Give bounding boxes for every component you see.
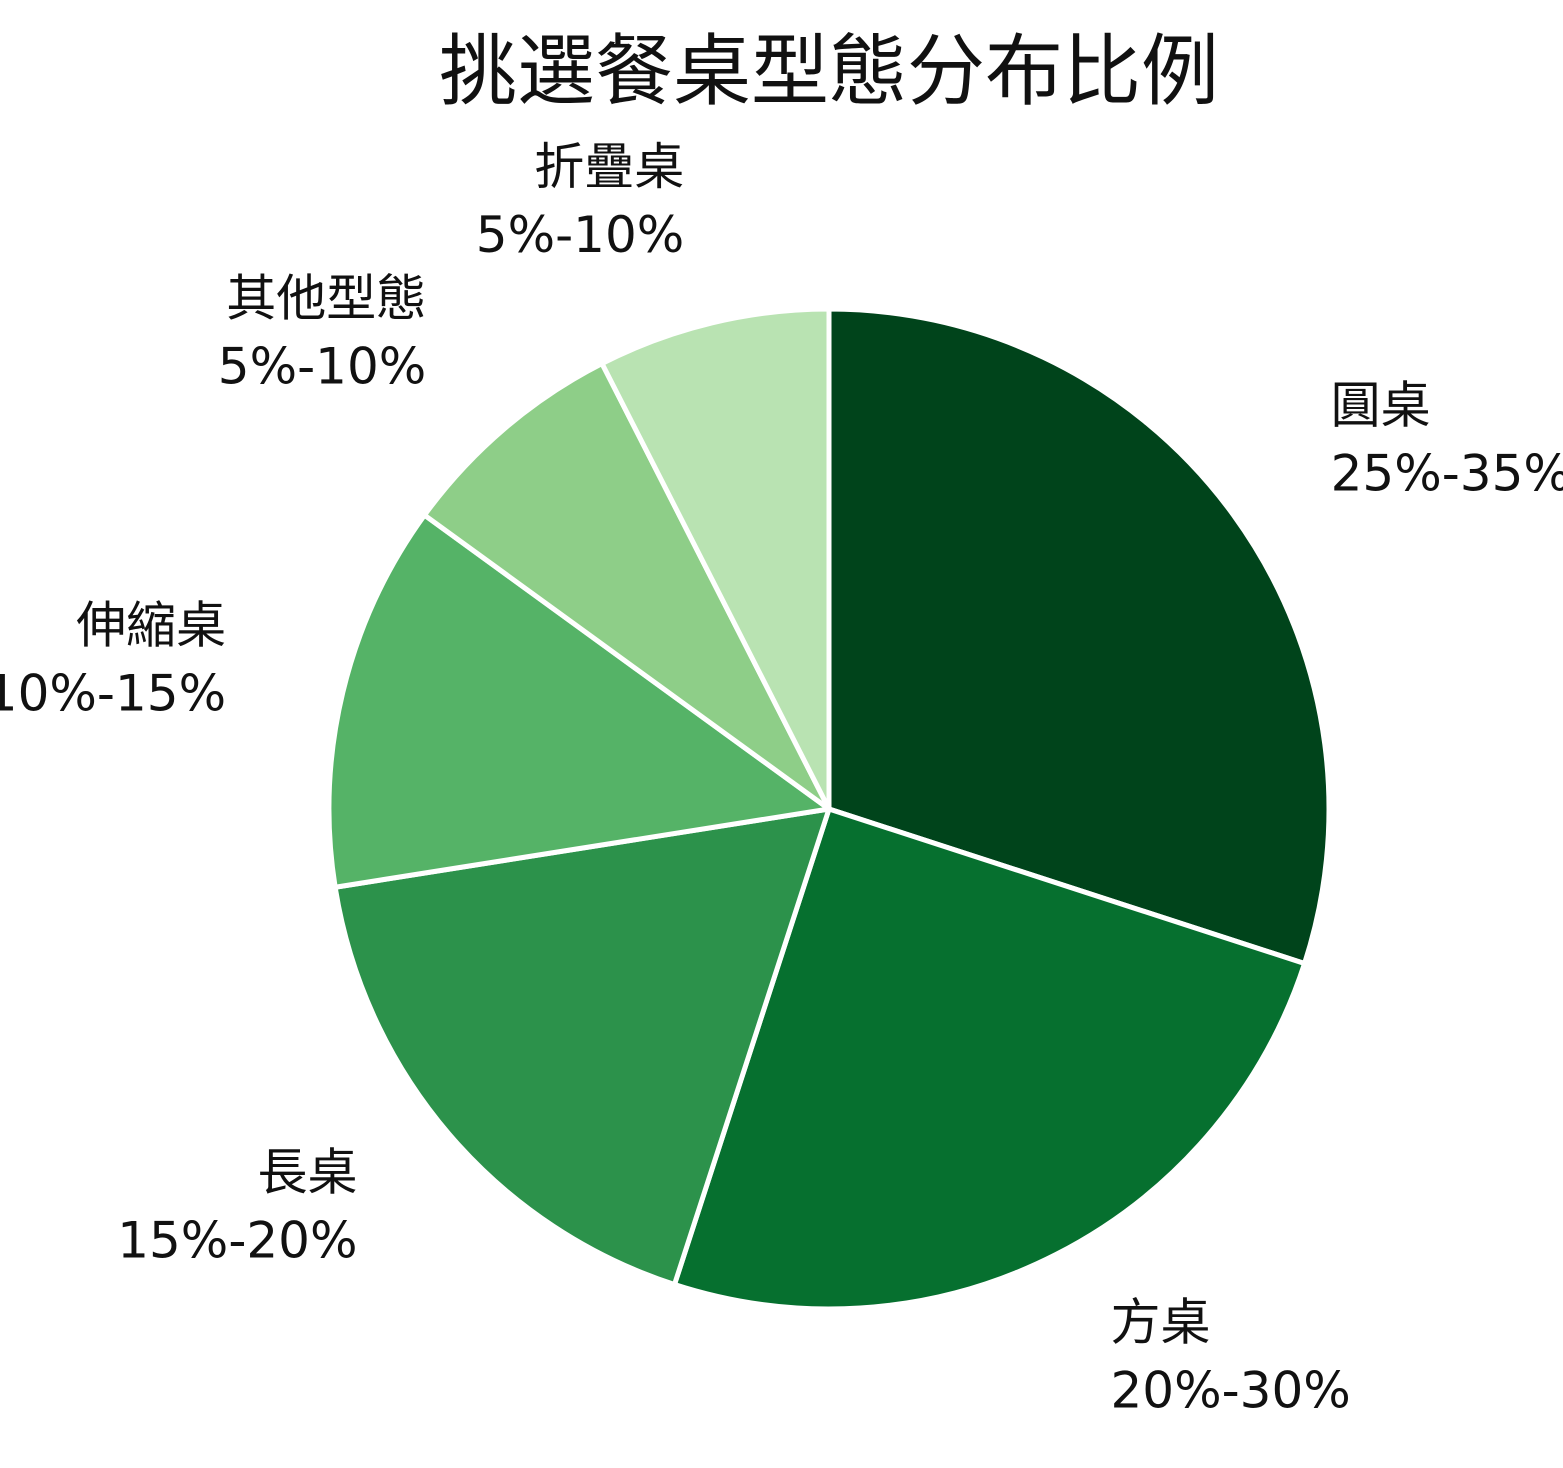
pie-slice-0: [826, 306, 1332, 967]
slice-range-3: 10%-15%: [0, 664, 226, 722]
pie-slice-2: [332, 806, 832, 1288]
slice-label-1: 方桌 20%-30%: [1111, 1293, 1351, 1419]
slice-range-1: 20%-30%: [1111, 1361, 1351, 1419]
slice-label-0: 圓桌 25%-35%: [1331, 377, 1563, 503]
pie-slices: [326, 306, 1332, 1312]
pie-labels: 圓桌 25%-35% 方桌 20%-30% 長桌 15%-20% 伸縮桌 10%-15% 其他型…: [0, 138, 1563, 1419]
slice-category-3: 伸縮桌: [76, 596, 226, 654]
slice-category-4: 其他型態: [226, 270, 426, 328]
pie-slice-4: [421, 361, 832, 812]
pie-slice-5: [599, 306, 832, 812]
slice-label-4: 其他型態 5%-10%: [218, 270, 427, 396]
slice-category-1: 方桌: [1111, 1293, 1211, 1351]
pie-slice-3: [326, 512, 832, 890]
slice-range-2: 15%-20%: [117, 1212, 357, 1270]
chart-title: 挑選餐桌型態分布比例: [439, 27, 1219, 117]
slice-label-5: 折疊桌 5%-10%: [476, 138, 685, 264]
slice-category-0: 圓桌: [1331, 377, 1431, 435]
pie-slice-1: [671, 806, 1308, 1312]
slice-label-3: 伸縮桌 10%-15%: [0, 596, 226, 722]
slice-range-4: 5%-10%: [218, 338, 427, 396]
slice-range-0: 25%-35%: [1331, 445, 1563, 503]
slice-label-2: 長桌 15%-20%: [117, 1144, 357, 1270]
slice-range-5: 5%-10%: [476, 206, 685, 264]
slice-category-5: 折疊桌: [534, 138, 684, 196]
slice-category-2: 長桌: [258, 1144, 358, 1202]
